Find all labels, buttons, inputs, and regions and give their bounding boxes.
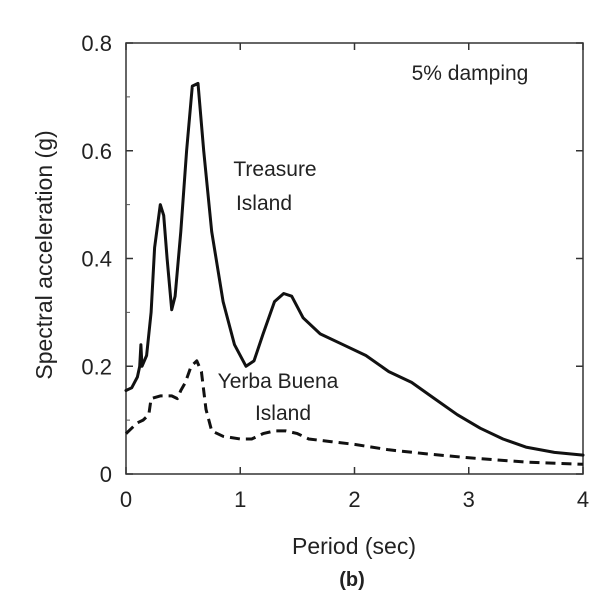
series-label-treasure-island-line1: Treasure — [233, 158, 316, 181]
y-minor-ticks — [126, 96, 130, 421]
y-tick-label: 0.2 — [81, 354, 112, 379]
x-tick-label: 3 — [463, 487, 475, 512]
y-tick-label: 0 — [100, 462, 112, 487]
x-axis-ticks: 0 1 2 3 4 — [120, 43, 589, 512]
series-line-yerba-buena-island — [124, 359, 584, 466]
x-axis-title: Period (sec) — [292, 533, 416, 559]
x-tick-label: 1 — [234, 487, 246, 512]
plot-frame — [125, 42, 584, 475]
y-tick-label: 0.6 — [81, 139, 112, 164]
y-axis-ticks: 0 0.2 0.4 0.6 0.8 — [81, 31, 583, 487]
series-label-treasure-island-line2: Island — [236, 192, 292, 215]
caption-label: (b) — [339, 569, 365, 591]
series-label-yerba-buena-line2: Island — [255, 402, 311, 425]
x-tick-label: 0 — [120, 487, 132, 512]
y-axis-title: Spectral acceleration (g) — [31, 130, 57, 379]
series-label-yerba-buena-line1: Yerba Buena — [218, 370, 339, 393]
y-tick-label: 0.8 — [81, 31, 112, 56]
x-tick-label: 4 — [577, 487, 589, 512]
x-tick-label: 2 — [348, 487, 360, 512]
series-line-treasure-island — [124, 81, 585, 457]
series-layer — [124, 81, 585, 466]
y-tick-label: 0.4 — [81, 247, 112, 272]
damping-annotation: 5% damping — [412, 62, 529, 85]
